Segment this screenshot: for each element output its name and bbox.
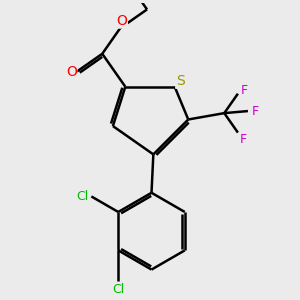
Text: O: O [116, 14, 127, 28]
Text: F: F [241, 83, 248, 97]
Text: Cl: Cl [112, 283, 124, 296]
Text: F: F [240, 134, 247, 146]
Text: Cl: Cl [76, 190, 88, 203]
Text: S: S [176, 74, 184, 88]
Text: F: F [252, 105, 259, 118]
Text: O: O [66, 64, 77, 79]
